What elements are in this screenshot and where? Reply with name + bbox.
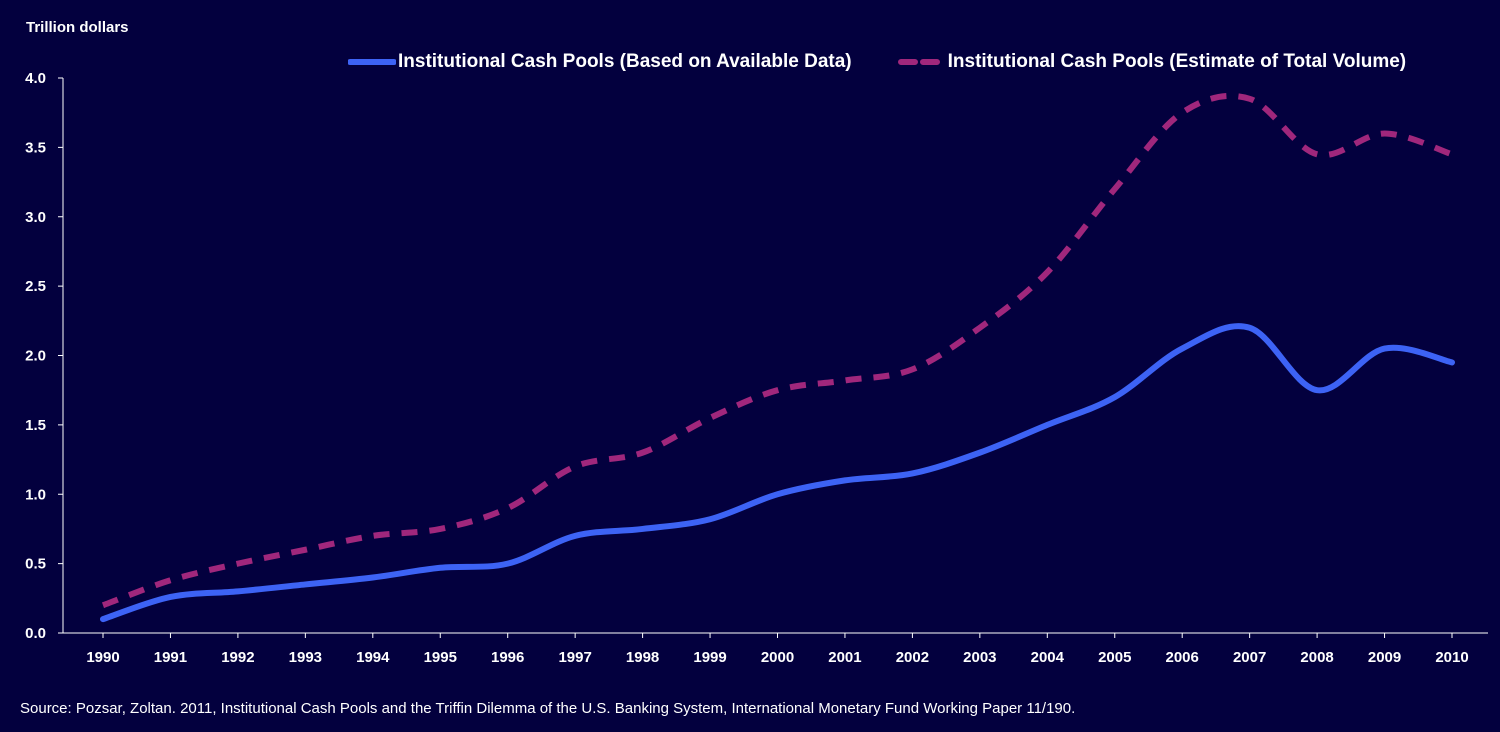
point-total-volume-1994 <box>370 533 376 539</box>
legend-label-total-volume: Institutional Cash Pools (Estimate of To… <box>947 51 1407 72</box>
x-tick-label: 2006 <box>1166 649 1199 666</box>
point-available-data-2007 <box>1247 325 1253 331</box>
point-available-data-1997 <box>572 533 578 539</box>
legend-swatch-solid <box>348 59 396 65</box>
point-total-volume-1990 <box>100 602 106 608</box>
y-tick-label: 0.0 <box>25 625 46 642</box>
point-total-volume-2009 <box>1382 131 1388 137</box>
point-total-volume-2000 <box>775 387 781 393</box>
point-available-data-1994 <box>370 575 376 581</box>
point-available-data-2002 <box>909 470 915 476</box>
x-tick-label: 1997 <box>558 649 591 666</box>
point-total-volume-1992 <box>235 561 241 567</box>
point-available-data-1991 <box>167 594 173 600</box>
y-tick-label: 4.0 <box>25 70 46 87</box>
point-available-data-1995 <box>437 565 443 571</box>
y-tick-label: 1.5 <box>25 417 46 434</box>
point-available-data-2005 <box>1112 394 1118 400</box>
point-available-data-2003 <box>977 450 983 456</box>
x-tick-label: 2004 <box>1031 649 1065 666</box>
x-tick-label: 1994 <box>356 649 390 666</box>
y-tick-label: 3.5 <box>25 139 46 156</box>
x-tick-label: 1991 <box>154 649 187 666</box>
point-available-data-2010 <box>1449 359 1455 365</box>
point-available-data-1996 <box>505 561 511 567</box>
point-available-data-1990 <box>100 616 106 622</box>
point-total-volume-2008 <box>1314 151 1320 157</box>
x-tick-label: 1996 <box>491 649 524 666</box>
x-tick-label: 2000 <box>761 649 794 666</box>
point-available-data-2004 <box>1044 422 1050 428</box>
point-total-volume-1995 <box>437 526 443 532</box>
x-tick-label: 2007 <box>1233 649 1266 666</box>
x-tick-label: 2001 <box>828 649 861 666</box>
point-available-data-1992 <box>235 588 241 594</box>
point-total-volume-1991 <box>167 577 173 583</box>
point-available-data-2006 <box>1179 346 1185 352</box>
x-tick-label: 1993 <box>289 649 322 666</box>
point-total-volume-2002 <box>909 366 915 372</box>
y-tick-label: 2.5 <box>25 278 46 295</box>
y-tick-label: 3.0 <box>25 209 46 226</box>
legend-item-total-volume: Institutional Cash Pools (Estimate of To… <box>897 51 1407 73</box>
point-total-volume-2010 <box>1449 151 1455 157</box>
y-tick-label: 1.0 <box>25 486 46 503</box>
point-available-data-2000 <box>775 491 781 497</box>
point-total-volume-1997 <box>572 464 578 470</box>
y-axis-title: Trillion dollars <box>26 19 129 36</box>
point-available-data-2001 <box>842 477 848 483</box>
point-total-volume-2001 <box>842 377 848 383</box>
y-tick-label: 2.0 <box>25 348 46 365</box>
x-tick-label: 1995 <box>424 649 457 666</box>
chart-legend: Institutional Cash Pools (Based on Avail… <box>348 51 1406 73</box>
x-tick-label: 1990 <box>86 649 119 666</box>
y-tick-label: 0.5 <box>25 556 46 573</box>
x-tick-label: 2003 <box>963 649 996 666</box>
x-tick-label: 1999 <box>693 649 726 666</box>
x-tick-label: 2005 <box>1098 649 1131 666</box>
x-tick-label: 1992 <box>221 649 254 666</box>
x-tick-label: 2008 <box>1300 649 1333 666</box>
point-available-data-2008 <box>1314 387 1320 393</box>
point-total-volume-1999 <box>707 415 713 421</box>
source-note: Source: Pozsar, Zoltan. 2011, Institutio… <box>20 700 1076 717</box>
point-available-data-1998 <box>640 526 646 532</box>
point-total-volume-1993 <box>302 547 308 553</box>
legend-label-available-data: Institutional Cash Pools (Based on Avail… <box>398 51 852 72</box>
point-total-volume-2004 <box>1044 269 1050 275</box>
point-total-volume-2003 <box>977 325 983 331</box>
point-total-volume-1998 <box>640 450 646 456</box>
point-available-data-1993 <box>302 581 308 587</box>
point-available-data-2009 <box>1382 346 1388 352</box>
x-tick-label: 1998 <box>626 649 659 666</box>
x-tick-label: 2002 <box>896 649 929 666</box>
point-total-volume-2006 <box>1179 110 1185 116</box>
x-tick-label: 2010 <box>1435 649 1468 666</box>
point-total-volume-2005 <box>1112 186 1118 192</box>
point-total-volume-1996 <box>505 505 511 511</box>
legend-swatch-dashed <box>897 59 946 65</box>
legend-item-available-data: Institutional Cash Pools (Based on Avail… <box>348 51 852 73</box>
point-available-data-1999 <box>707 516 713 522</box>
x-tick-label: 2009 <box>1368 649 1401 666</box>
point-total-volume-2007 <box>1247 96 1253 102</box>
series-line-available-data <box>100 323 1455 623</box>
series-line-total-volume <box>101 92 1453 609</box>
